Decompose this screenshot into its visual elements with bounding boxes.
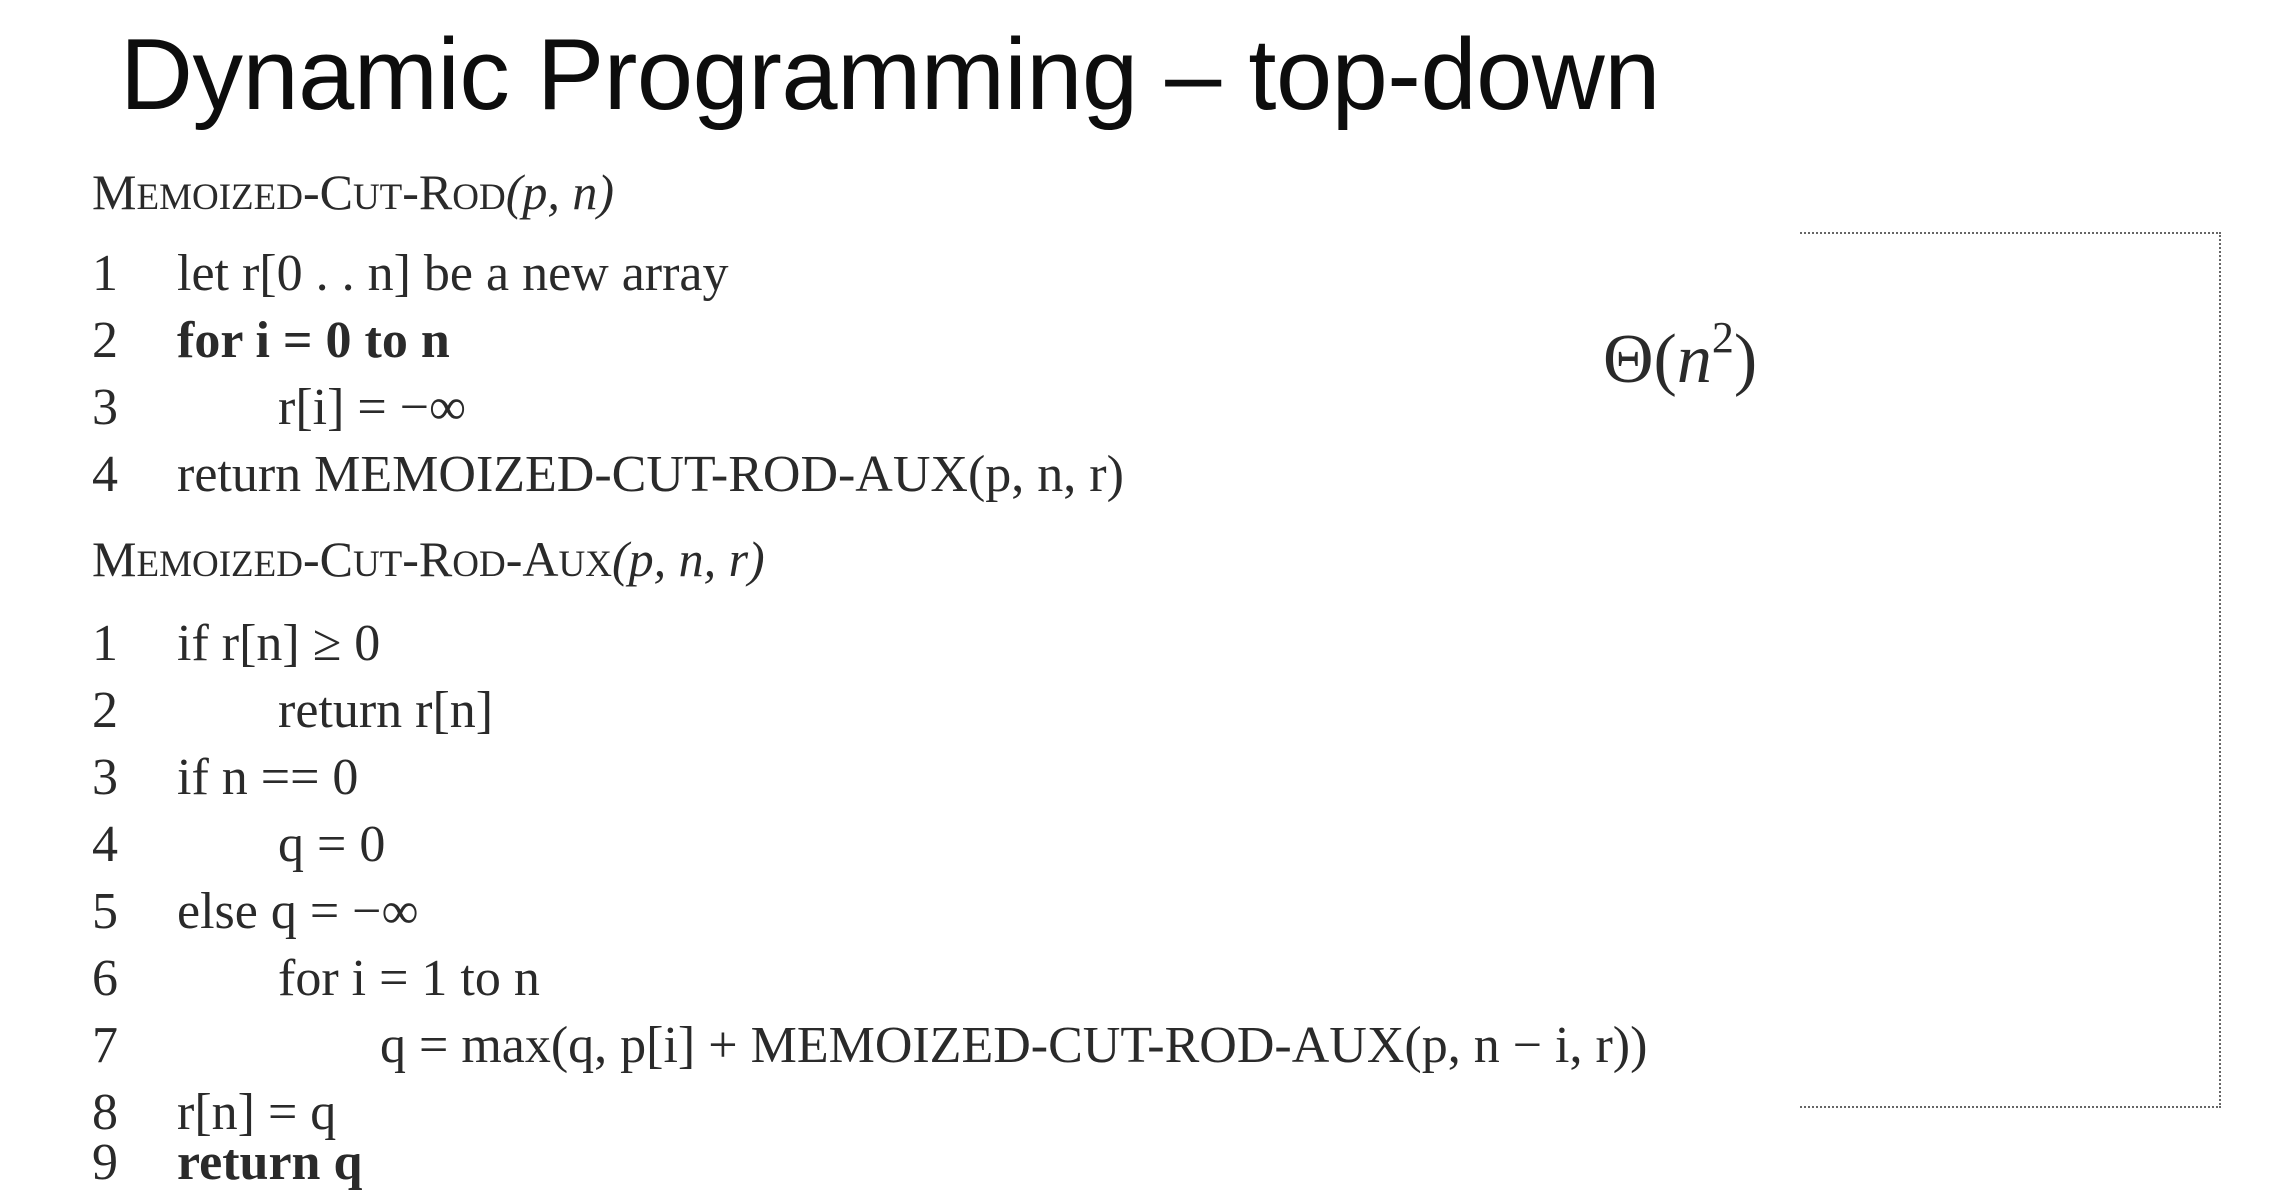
proc1-title: MEMOIZED-CUT-ROD(p, n) — [92, 164, 615, 220]
slide-title: Dynamic Programming – top-down — [120, 19, 1660, 131]
code-line: q = max(q, p[i] + MEMOIZED-CUT-ROD-AUX(p… — [380, 1017, 1648, 1074]
line-number: 4 — [92, 816, 118, 873]
line-number: 6 — [92, 950, 118, 1007]
code-line: return r[n] — [278, 682, 494, 739]
code-line: return q — [177, 1134, 363, 1191]
proc2-title: MEMOIZED-CUT-ROD-AUX(p, n, r) — [92, 531, 765, 587]
line-number: 8 — [92, 1084, 118, 1141]
line-number: 2 — [92, 682, 118, 739]
line-number: 7 — [92, 1017, 118, 1074]
code-line: else q = −∞ — [177, 883, 419, 940]
code-line: r[i] = −∞ — [278, 379, 467, 436]
code-line: let r[0 . . n] be a new array — [177, 245, 729, 302]
complexity-label: Θ(n2) — [1603, 313, 1758, 399]
code-line: if n == 0 — [177, 749, 359, 806]
code-line: r[n] = q — [177, 1084, 337, 1141]
code-line: for i = 1 to n — [278, 950, 540, 1007]
line-number: 5 — [92, 883, 118, 940]
line-number: 1 — [92, 245, 118, 302]
pseudocode-image — [80, 150, 1800, 1190]
code-line: return MEMOIZED-CUT-ROD-AUX(p, n, r) — [177, 446, 1124, 503]
code-line: for i = 0 to n — [177, 312, 450, 369]
line-number: 1 — [92, 615, 118, 672]
code-line: q = 0 — [278, 816, 386, 873]
line-number: 3 — [92, 379, 118, 436]
line-number: 4 — [92, 446, 118, 503]
line-number: 2 — [92, 312, 118, 369]
line-number: 3 — [92, 749, 118, 806]
code-line: if r[n] ≥ 0 — [177, 615, 381, 672]
line-number: 9 — [92, 1134, 118, 1191]
